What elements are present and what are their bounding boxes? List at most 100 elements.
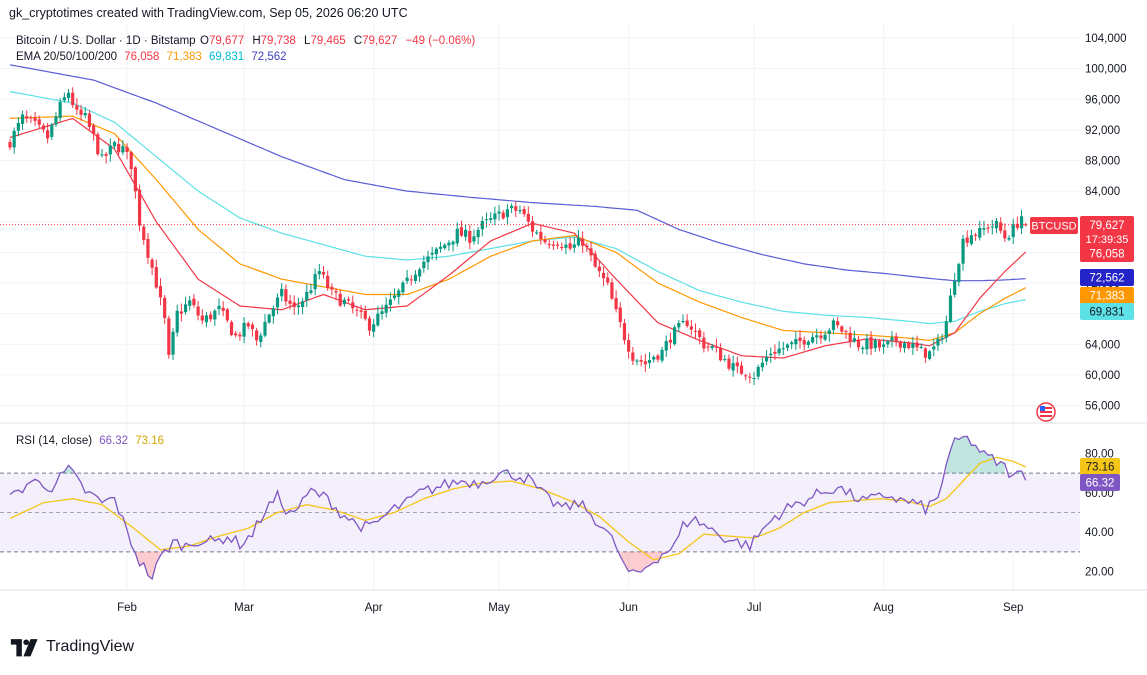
candle-body[interactable] <box>622 323 627 341</box>
candle-body[interactable] <box>259 335 263 342</box>
candle-body[interactable] <box>351 302 355 309</box>
candle-body[interactable] <box>606 277 610 283</box>
candle-body[interactable] <box>698 330 702 338</box>
candle-body[interactable] <box>163 297 167 319</box>
candle-body[interactable] <box>932 346 936 350</box>
candle-body[interactable] <box>204 315 209 323</box>
candle-body[interactable] <box>965 237 969 243</box>
candle-body[interactable] <box>911 343 915 348</box>
candle-body[interactable] <box>459 227 464 236</box>
candle-body[interactable] <box>267 314 271 323</box>
candle-body[interactable] <box>263 321 267 336</box>
candle-body[interactable] <box>547 243 551 246</box>
candle-body[interactable] <box>326 275 330 289</box>
candle-body[interactable] <box>731 363 735 371</box>
candle-body[interactable] <box>739 365 744 374</box>
candle-body[interactable] <box>137 189 142 226</box>
candle-body[interactable] <box>255 330 259 341</box>
candle-body[interactable] <box>472 236 476 242</box>
candle-body[interactable] <box>894 336 898 342</box>
candle-body[interactable] <box>522 209 526 215</box>
candle-body[interactable] <box>735 362 739 367</box>
candle-body[interactable] <box>271 308 275 317</box>
candle-body[interactable] <box>133 167 137 192</box>
candle-body[interactable] <box>409 279 413 281</box>
candle-body[interactable] <box>760 362 764 368</box>
candle-body[interactable] <box>54 116 58 125</box>
candle-body[interactable] <box>37 119 41 125</box>
candle-body[interactable] <box>505 209 510 218</box>
candle-body[interactable] <box>973 234 978 236</box>
candle-body[interactable] <box>785 344 790 348</box>
candle-body[interactable] <box>125 147 129 152</box>
candle-body[interactable] <box>171 331 175 355</box>
candle-body[interactable] <box>652 356 656 360</box>
candle-body[interactable] <box>221 307 225 311</box>
candle-body[interactable] <box>844 330 848 332</box>
candle-body[interactable] <box>898 341 902 348</box>
candle-body[interactable] <box>71 92 75 106</box>
candle-body[interactable] <box>601 272 606 279</box>
candle-body[interactable] <box>225 309 229 321</box>
candle-body[interactable] <box>83 113 87 116</box>
candle-body[interactable] <box>275 297 280 308</box>
candle-body[interactable] <box>744 375 748 377</box>
candle-body[interactable] <box>480 221 484 230</box>
time-axis[interactable]: Feb Mar Apr May Jun Jul Aug Sep <box>117 602 1023 614</box>
candle-body[interactable] <box>158 286 163 298</box>
candle-body[interactable] <box>798 337 802 342</box>
candle-body[interactable] <box>121 146 125 153</box>
candle-body[interactable] <box>16 122 20 131</box>
candle-body[interactable] <box>392 295 397 298</box>
candle-body[interactable] <box>367 318 372 331</box>
candle-body[interactable] <box>292 302 296 307</box>
candle-body[interactable] <box>727 358 731 369</box>
candle-body[interactable] <box>179 311 183 314</box>
candle-body[interactable] <box>877 341 882 348</box>
candle-body[interactable] <box>618 307 622 323</box>
candle-body[interactable] <box>1011 224 1015 238</box>
candle-body[interactable] <box>418 269 422 277</box>
candle-body[interactable] <box>209 314 213 320</box>
candle-body[interactable] <box>313 274 317 290</box>
candle-body[interactable] <box>664 341 668 351</box>
candle-body[interactable] <box>873 340 877 349</box>
candle-body[interactable] <box>464 229 468 237</box>
candle-body[interactable] <box>200 315 204 321</box>
candle-body[interactable] <box>46 130 50 139</box>
candle-body[interactable] <box>188 300 192 306</box>
candle-body[interactable] <box>430 252 434 255</box>
candle-body[interactable] <box>92 125 96 134</box>
candle-body[interactable] <box>108 145 112 155</box>
tradingview-brand[interactable]: TradingView <box>10 636 134 658</box>
candle-body[interactable] <box>856 339 861 348</box>
candle-body[interactable] <box>986 227 990 229</box>
candle-body[interactable] <box>777 348 781 354</box>
candle-body[interactable] <box>957 264 961 283</box>
candle-body[interactable] <box>25 116 29 119</box>
candle-body[interactable] <box>1019 216 1024 229</box>
candle-body[interactable] <box>75 105 79 110</box>
candle-body[interactable] <box>831 320 836 331</box>
candle-body[interactable] <box>1003 230 1007 239</box>
candle-body[interactable] <box>539 231 543 240</box>
candle-body[interactable] <box>50 124 54 137</box>
chart-canvas[interactable]: 104,000 100,000 96,000 92,000 88,000 84,000 80… <box>0 24 1147 624</box>
candle-body[interactable] <box>29 117 33 119</box>
candle-body[interactable] <box>861 347 865 350</box>
candle-body[interactable] <box>902 343 907 349</box>
candle-body[interactable] <box>305 291 309 301</box>
candle-body[interactable] <box>978 228 982 238</box>
candle-body[interactable] <box>167 318 171 355</box>
candle-body[interactable] <box>576 237 581 246</box>
candle-body[interactable] <box>376 313 380 326</box>
candle-body[interactable] <box>685 320 689 327</box>
candle-body[interactable] <box>58 101 62 119</box>
candle-body[interactable] <box>794 339 798 345</box>
candle-body[interactable] <box>693 330 698 332</box>
candle-body[interactable] <box>702 337 706 349</box>
candle-body[interactable] <box>66 92 71 99</box>
candle-body[interactable] <box>589 248 593 256</box>
candle-body[interactable] <box>242 322 246 337</box>
candle-body[interactable] <box>401 282 405 293</box>
